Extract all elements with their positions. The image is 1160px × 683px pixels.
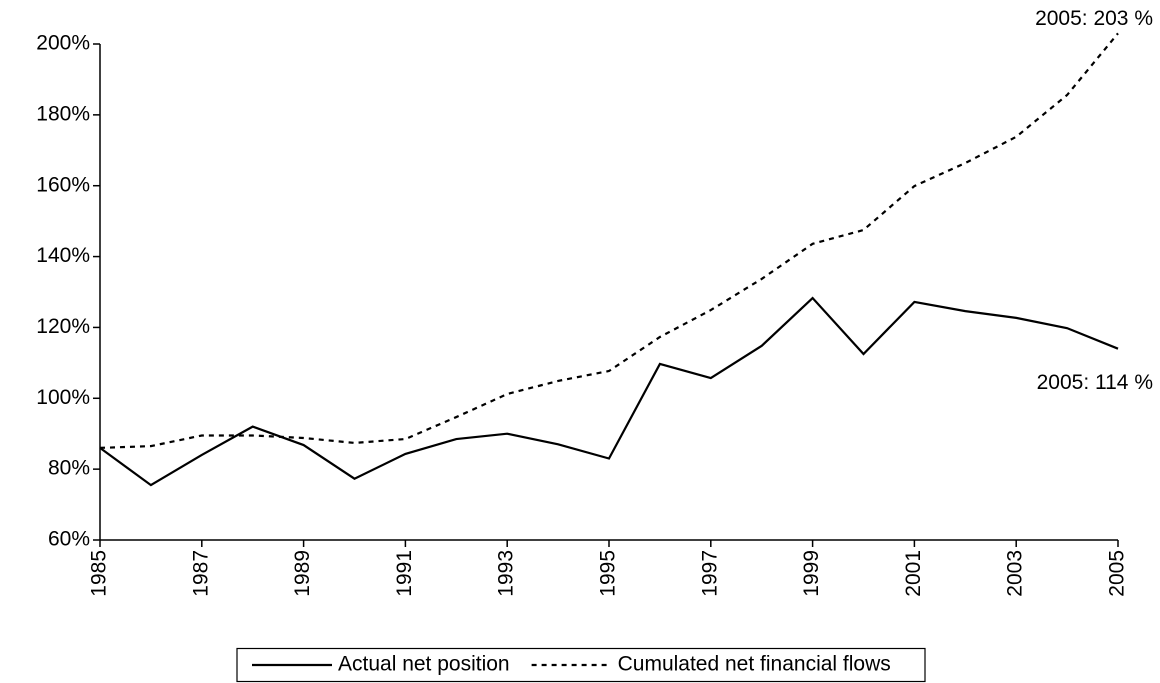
x-tick-label: 1985 bbox=[88, 550, 111, 597]
y-tick-label: 180% bbox=[36, 102, 90, 125]
line-series bbox=[99, 32, 1119, 449]
x-tick-label: 2005 bbox=[1106, 550, 1129, 597]
legend-box bbox=[236, 647, 926, 683]
x-tick-label: 2003 bbox=[1004, 550, 1027, 597]
legend-label: Cumulated net financial flows bbox=[618, 653, 891, 676]
x-tick-label: 1989 bbox=[291, 550, 314, 597]
y-tick-label: 160% bbox=[36, 173, 90, 196]
y-tick-label: 80% bbox=[48, 457, 90, 480]
legend: Actual net position Cumulated net financi… bbox=[236, 647, 926, 683]
annotation: 2005: 114 % bbox=[1037, 371, 1153, 394]
y-tick-label: 60% bbox=[48, 528, 90, 551]
x-tick-label: 1997 bbox=[698, 550, 721, 597]
y-tick-label: 200% bbox=[36, 32, 90, 55]
legend-label: Actual net position bbox=[338, 653, 510, 676]
x-tick-label: 2001 bbox=[902, 550, 925, 597]
line-series bbox=[99, 296, 1119, 487]
y-tick-label: 140% bbox=[36, 244, 90, 267]
x-tick-label: 1995 bbox=[597, 550, 620, 597]
x-tick-label: 1991 bbox=[393, 550, 416, 597]
x-tick-label: 1987 bbox=[189, 550, 212, 597]
y-tick-label: 100% bbox=[36, 386, 90, 409]
annotation: 2005: 203 % bbox=[1035, 7, 1153, 30]
y-tick-label: 120% bbox=[36, 315, 90, 338]
x-tick-label: 1993 bbox=[495, 550, 518, 597]
x-tick-label: 1999 bbox=[800, 550, 823, 597]
